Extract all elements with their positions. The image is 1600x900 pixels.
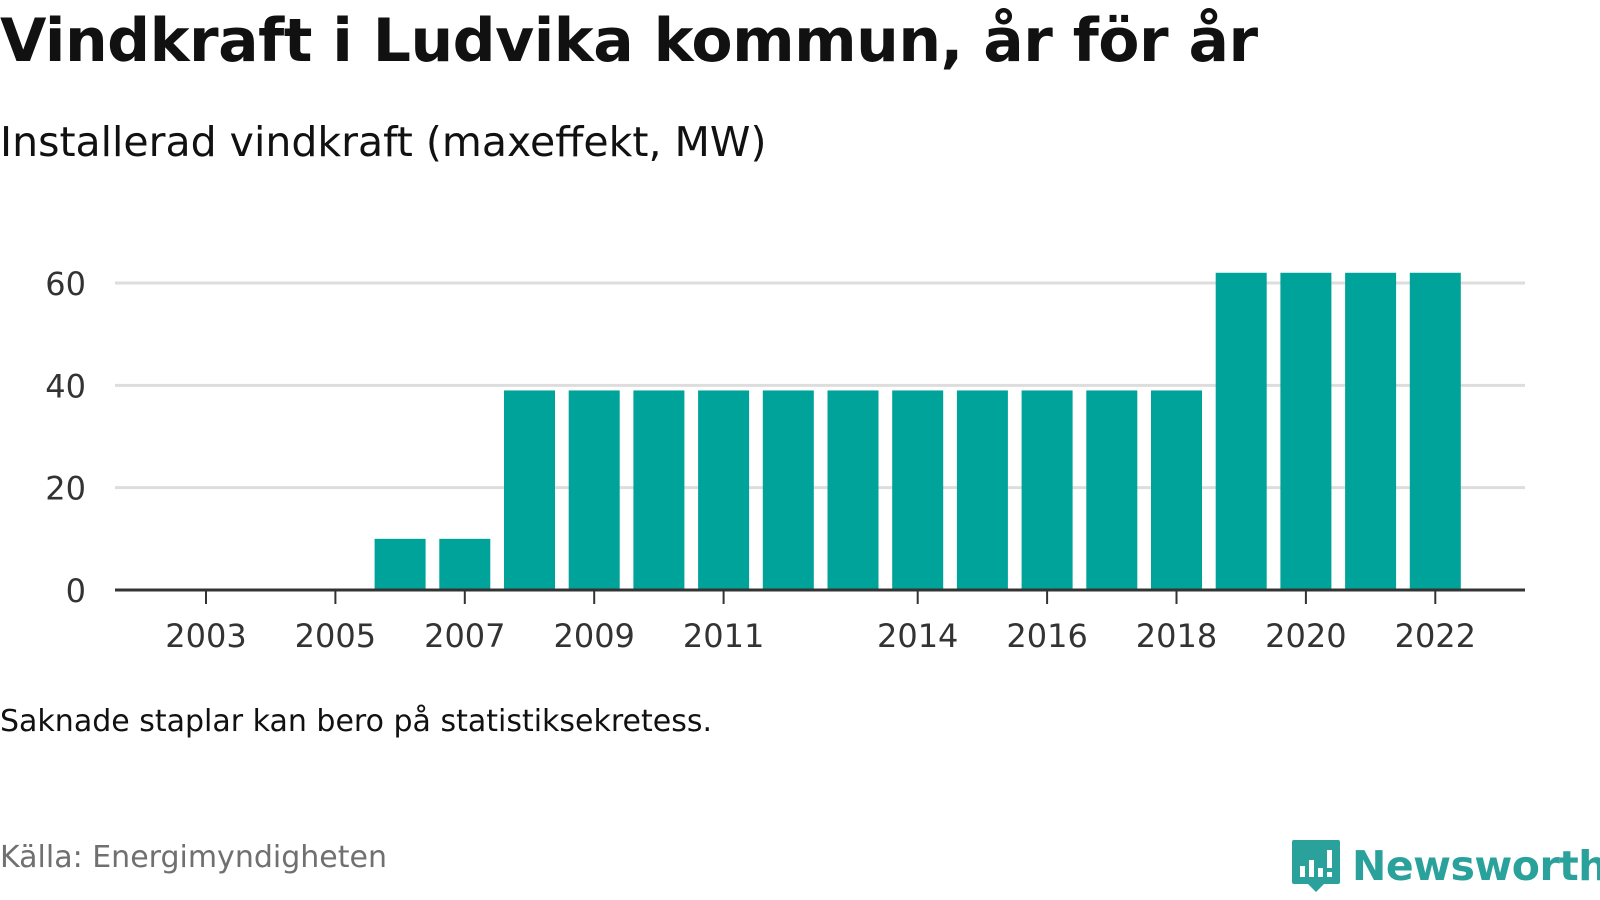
x-tick-label: 2005 xyxy=(295,617,376,655)
source-label: Källa: Energimyndigheten xyxy=(0,840,387,875)
x-tick-label: 2007 xyxy=(424,617,505,655)
bar-chart-speech-bubble-icon xyxy=(1292,840,1340,892)
y-tick-label: 20 xyxy=(45,470,86,508)
footnote: Saknade staplar kan bero på statistiksek… xyxy=(0,704,713,739)
newsworthy-logo: Newsworthy xyxy=(1290,838,1600,894)
bar-2021 xyxy=(1345,272,1397,590)
bar-2008 xyxy=(504,390,555,590)
bar-2012 xyxy=(762,390,814,590)
x-tick-label: 2009 xyxy=(553,617,634,655)
x-tick-label: 2018 xyxy=(1136,617,1217,655)
y-tick-label: 0 xyxy=(66,572,86,610)
bar-2016 xyxy=(1021,390,1073,590)
x-tick-label: 2016 xyxy=(1006,617,1087,655)
x-tick-label: 2011 xyxy=(683,617,764,655)
bar-2010 xyxy=(633,390,685,590)
bar-2022 xyxy=(1409,272,1461,590)
chart-subtitle: Installerad vindkraft (maxeffekt, MW) xyxy=(0,118,767,166)
bar-2018 xyxy=(1151,390,1202,590)
brand-name: Newsworthy xyxy=(1352,842,1600,890)
y-tick-label: 60 xyxy=(45,265,86,303)
bar-2017 xyxy=(1086,390,1138,590)
x-tick-label: 2020 xyxy=(1265,617,1346,655)
chart-title: Vindkraft i Ludvika kommun, år för år xyxy=(0,6,1258,76)
x-tick-label: 2003 xyxy=(165,617,246,655)
x-tick-label: 2022 xyxy=(1395,617,1476,655)
axes: 0 20 40 60 2003 2005 2007 2009 2011 2014 2016 2018 2… xyxy=(45,265,1525,655)
x-tick-label: 2014 xyxy=(877,617,958,655)
bars xyxy=(374,272,1461,590)
bar-2019 xyxy=(1215,272,1267,590)
bar-2011 xyxy=(698,390,750,590)
bar-2014 xyxy=(892,390,944,590)
y-tick-label: 40 xyxy=(45,367,86,405)
bar-2015 xyxy=(956,390,1008,590)
bar-2009 xyxy=(568,390,620,590)
bar-2020 xyxy=(1280,272,1332,590)
bar-2006 xyxy=(374,538,426,590)
bar-2013 xyxy=(827,390,879,590)
bar-2007 xyxy=(439,538,491,590)
